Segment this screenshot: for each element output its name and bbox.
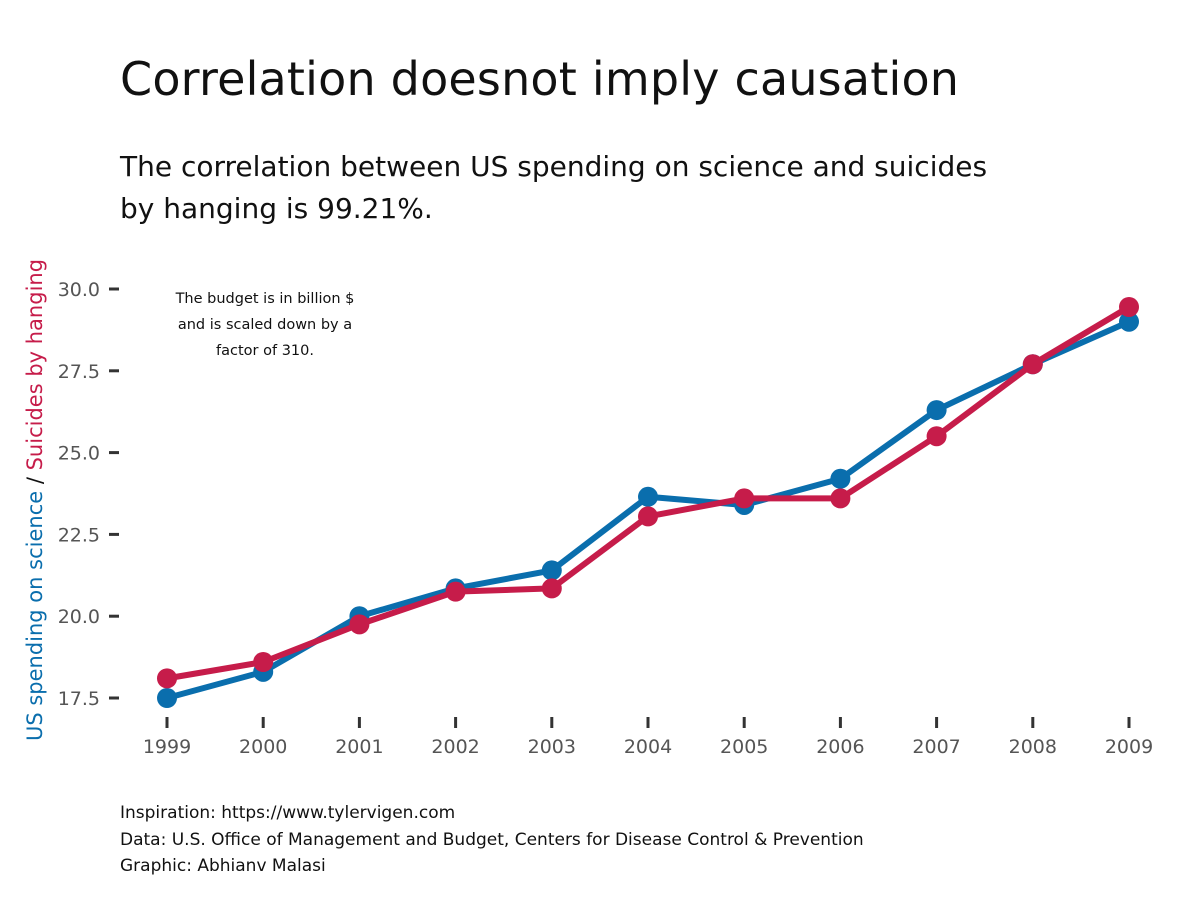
- y-tick-label: 22.5: [58, 524, 100, 546]
- annotation-line-3: factor of 310.: [216, 343, 314, 359]
- footer: Inspiration: https://www.tylervigen.com …: [120, 800, 864, 880]
- chart-title: Correlation doesnot imply causation: [120, 52, 960, 106]
- x-tick-label: 2005: [720, 736, 768, 758]
- x-tick-label: 2000: [239, 736, 287, 758]
- x-tick-label: 2002: [431, 736, 479, 758]
- y-axis-label-separator: /: [23, 470, 47, 490]
- series-group: [157, 296, 1139, 708]
- chart-subtitle: The correlation between US spending on s…: [120, 150, 988, 225]
- data-point-suicides-by-hanging: [734, 488, 755, 509]
- x-axis: 1999 2000 2001 2002 2003 2004 2005 2006 2007 2008…: [143, 717, 1153, 758]
- data-point-us-spending-on-science: [541, 560, 562, 581]
- x-tick-label: 2003: [528, 736, 576, 758]
- footer-inspiration: Inspiration: https://www.tylervigen.com: [120, 803, 456, 823]
- series-suicides-by-hanging: [157, 296, 1139, 689]
- y-axis: 17.5 20.0 22.5 25.0 27.5 30.0: [58, 279, 119, 710]
- y-tick-label: 30.0: [58, 279, 100, 301]
- data-point-suicides-by-hanging: [638, 506, 658, 527]
- x-tick-label: 2004: [624, 736, 672, 758]
- footer-data-source: Data: U.S. Office of Management and Budg…: [120, 829, 864, 850]
- annotation: The budget is in billion $ and is scaled…: [175, 291, 355, 359]
- x-tick-label: 2009: [1105, 736, 1153, 758]
- x-tick-label: 2006: [816, 736, 864, 758]
- annotation-line-2: and is scaled down by a: [178, 317, 352, 333]
- data-point-suicides-by-hanging: [253, 652, 274, 673]
- data-point-suicides-by-hanging: [1022, 354, 1043, 375]
- data-point-suicides-by-hanging: [926, 426, 947, 447]
- y-axis-label-science: US spending on science: [23, 491, 47, 741]
- x-tick-label: 2008: [1009, 736, 1057, 758]
- x-tick-label: 2007: [912, 736, 960, 758]
- data-point-us-spending-on-science: [830, 468, 851, 489]
- data-point-suicides-by-hanging: [157, 668, 177, 689]
- y-tick-label: 17.5: [58, 688, 100, 710]
- y-axis-label: US spending on science / Suicides by han…: [23, 259, 47, 741]
- data-point-suicides-by-hanging: [541, 578, 562, 599]
- data-point-suicides-by-hanging: [1119, 296, 1139, 317]
- data-point-suicides-by-hanging: [445, 581, 466, 602]
- data-point-us-spending-on-science: [638, 486, 658, 507]
- annotation-line-1: The budget is in billion $: [175, 291, 355, 307]
- x-tick-label: 1999: [143, 736, 191, 758]
- y-tick-label: 25.0: [58, 443, 100, 465]
- y-tick-label: 27.5: [58, 361, 100, 383]
- data-point-us-spending-on-science: [1119, 311, 1139, 332]
- data-point-us-spending-on-science: [157, 688, 177, 708]
- y-tick-label: 20.0: [58, 606, 100, 628]
- y-axis-label-hanging: Suicides by hanging: [23, 259, 47, 470]
- data-point-us-spending-on-science: [926, 400, 947, 421]
- data-point-suicides-by-hanging: [349, 614, 370, 635]
- data-point-suicides-by-hanging: [830, 488, 851, 509]
- footer-graphic-credit: Graphic: Abhianv Malasi: [120, 856, 326, 876]
- x-tick-label: 2001: [335, 736, 383, 758]
